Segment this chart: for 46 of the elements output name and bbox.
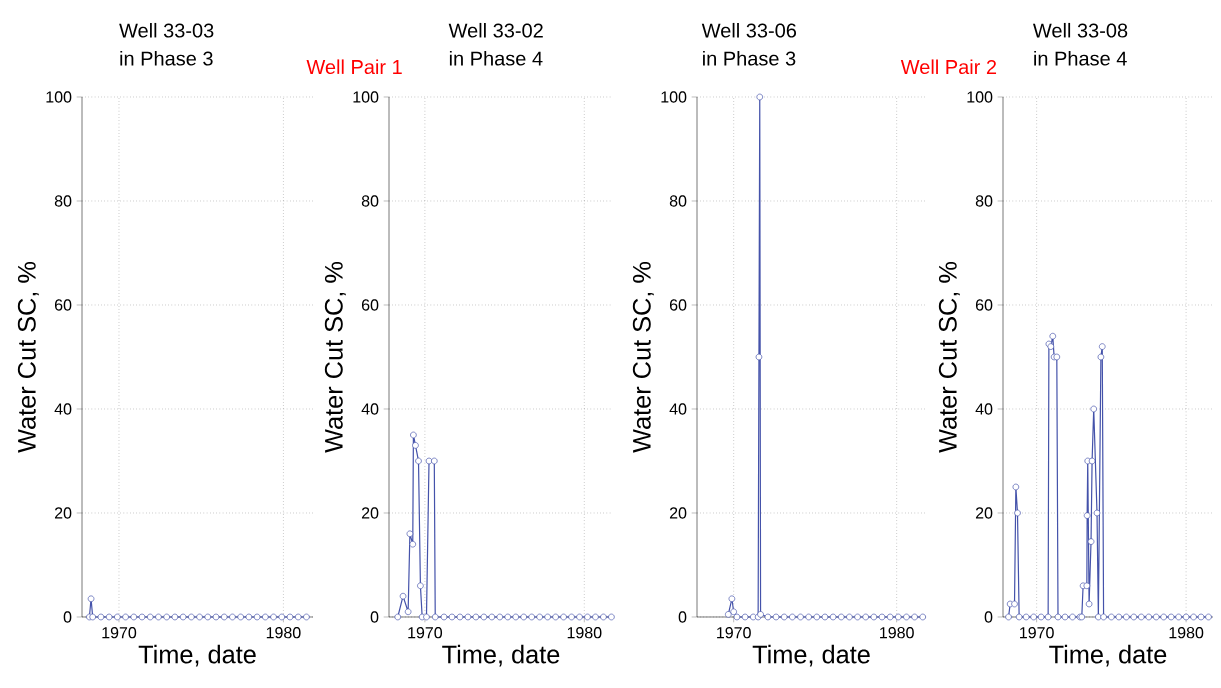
y-tick-label: 80 [54, 195, 72, 207]
y-axis-title: Water Cut SC, % [17, 261, 39, 453]
y-axis-title: Water Cut SC, % [938, 261, 960, 453]
chart-title: Well 33-08 in Phase 4 [1033, 22, 1128, 66]
x-axis-title: Time, date [752, 644, 870, 667]
text: Well Pair 2 [900, 59, 997, 75]
y-tick-label: 60 [361, 299, 379, 311]
y-tick-label: 0 [370, 611, 379, 623]
x-tick-label: 1980 [567, 627, 602, 639]
y-tick-label: 20 [361, 507, 379, 519]
y-tick-label: 40 [361, 403, 379, 415]
chart-title: Well 33-06 in Phase 3 [701, 22, 797, 66]
y-tick-label: 20 [975, 507, 993, 519]
y-tick-label: 60 [669, 299, 687, 311]
x-tick-label: 1970 [408, 627, 443, 639]
chart-title: Well 33-03 in Phase 3 [119, 22, 214, 66]
y-tick-label: 40 [669, 403, 687, 415]
x-tick-label: 1970 [102, 627, 137, 639]
chart-title: Well 33-02 in Phase 4 [448, 22, 543, 66]
x-tick-label: 1980 [880, 627, 914, 639]
x-tick-label: 1970 [717, 627, 751, 639]
y-tick-label: 60 [54, 299, 72, 311]
y-tick-label: 20 [54, 507, 72, 519]
text: Well Pair 1 [306, 59, 402, 75]
y-tick-label: 20 [669, 507, 687, 519]
y-tick-label: 100 [967, 91, 993, 103]
x-tick-label: 1970 [1020, 627, 1054, 639]
y-tick-label: 100 [353, 91, 379, 103]
y-tick-label: 100 [46, 91, 72, 103]
y-axis-title: Water Cut SC, % [632, 261, 654, 453]
y-tick-label: 60 [975, 299, 993, 311]
y-tick-label: 0 [678, 611, 687, 623]
y-axis-title: Water Cut SC, % [324, 261, 346, 453]
y-tick-label: 40 [975, 403, 993, 415]
y-tick-label: 100 [661, 91, 687, 103]
x-axis-title: Time, date [1049, 644, 1167, 667]
y-tick-label: 40 [54, 403, 72, 415]
x-axis-title: Time, date [442, 644, 560, 667]
x-tick-label: 1980 [266, 627, 301, 639]
y-tick-label: 80 [975, 195, 993, 207]
x-tick-label: 1980 [1169, 627, 1204, 639]
y-tick-label: 80 [669, 195, 687, 207]
x-axis-title: Time, date [138, 644, 256, 667]
y-tick-label: 80 [361, 195, 379, 207]
y-tick-label: 0 [63, 611, 72, 623]
y-tick-label: 0 [984, 611, 993, 623]
